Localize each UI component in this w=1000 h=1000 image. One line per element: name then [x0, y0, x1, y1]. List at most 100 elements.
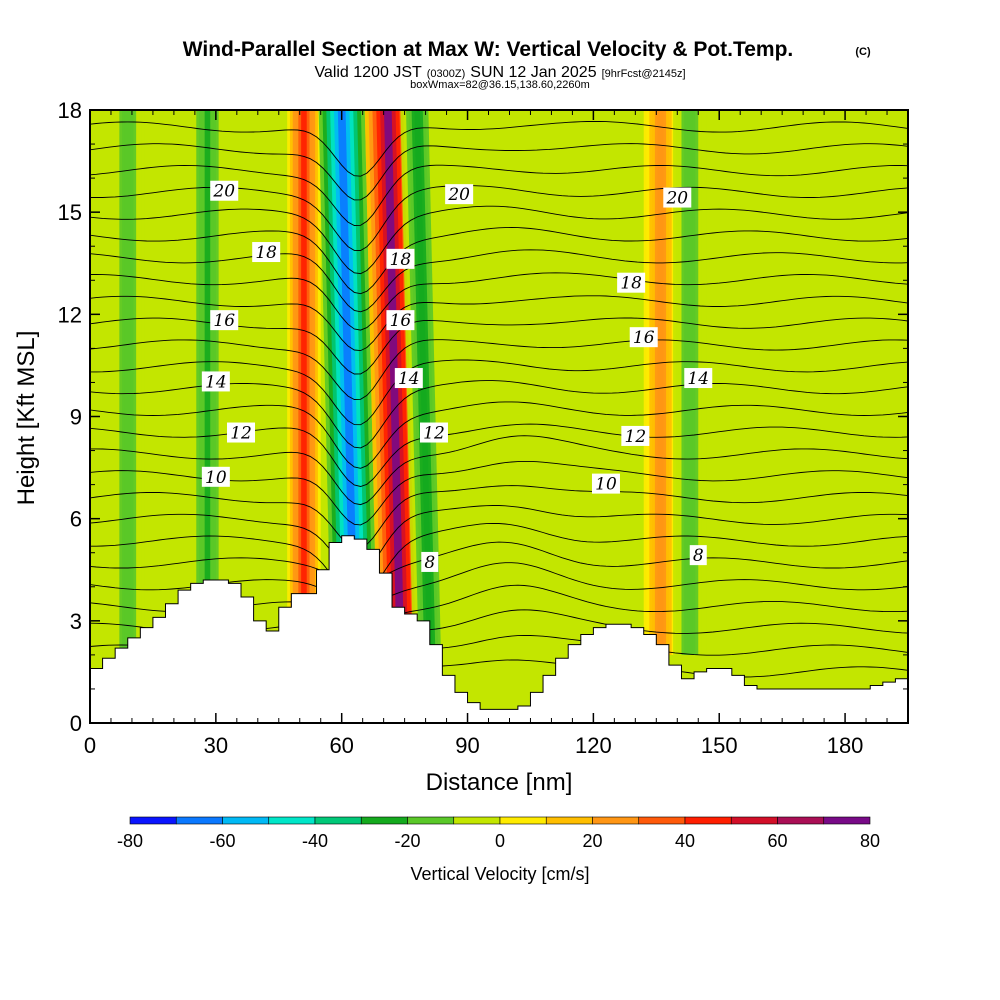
- w-band-6-1: [657, 110, 664, 655]
- theta-contour-25: [90, 121, 908, 177]
- x-tick-label: 180: [827, 733, 864, 758]
- theta-label-bg: [629, 327, 658, 348]
- theta-label-bg: [445, 184, 474, 205]
- theta-label-12: 12: [227, 422, 256, 444]
- theta-label-14: 12: [621, 425, 650, 447]
- theta-label-bg: [386, 310, 415, 331]
- y-tick-label: 3: [70, 609, 82, 634]
- box-max-info: boxWmax=82@36.15,138.60,2260m: [410, 79, 590, 91]
- theta-label-bg: [684, 368, 713, 389]
- x-tick-label: 150: [701, 733, 738, 758]
- colorbar-tick-label: -60: [209, 831, 235, 851]
- velocity-bands: [110, 110, 707, 655]
- colorbar-swatch: [499, 816, 547, 825]
- colorbar-label: Vertical Velocity [cm/s]: [410, 864, 589, 884]
- forecast-info: [9hrFcst@2145z]: [602, 68, 686, 80]
- theta-label-bg: [201, 371, 230, 392]
- colorbar-swatch: [453, 816, 501, 825]
- theta-label-bg: [386, 248, 415, 269]
- theta-label-text: 14: [398, 369, 420, 389]
- theta-label-bg: [591, 473, 620, 494]
- theta-label-bg: [689, 545, 707, 566]
- theta-label-text: 10: [205, 468, 227, 488]
- y-tick-label: 0: [70, 711, 82, 736]
- theta-label-text: 8: [424, 553, 435, 573]
- theta-label-bg: [201, 466, 230, 487]
- y-axis-label: Height [Kft MSL]: [13, 331, 40, 506]
- theta-contour-11: [90, 423, 908, 487]
- w-band-4-1: [383, 110, 405, 655]
- valid-time-line: Valid 1200 JST (0300Z) SUN 12 Jan 2025 [9hr…: [314, 64, 685, 81]
- colorbar-tick-label: -40: [302, 831, 328, 851]
- colorbar-swatch: [684, 816, 732, 825]
- y-tick-label: 15: [58, 200, 82, 225]
- colorbar: -80 -60 -40 -20 0 20 40 60 80: [117, 816, 880, 851]
- colorbar-swatch: [592, 816, 640, 825]
- y-tick-label: 12: [58, 302, 82, 327]
- theta-contour-6: [90, 522, 908, 600]
- x-tick-label: 0: [84, 733, 96, 758]
- theta-contour-20: [90, 227, 908, 295]
- theta-label-3: 18: [252, 242, 281, 263]
- theta-label-bg: [210, 180, 239, 201]
- colorbar-swatch: [545, 816, 593, 825]
- theta-label-text: 16: [390, 311, 412, 331]
- theta-contour-19: [90, 249, 908, 313]
- theta-label-text: 8: [693, 546, 704, 566]
- theta-label-4: 18: [386, 248, 415, 270]
- theta-label-5: 18: [617, 272, 646, 294]
- w-band-2-1: [301, 110, 307, 655]
- theta-label-1: 20: [445, 184, 474, 205]
- colorbar-tick-label: 60: [767, 831, 787, 851]
- theta-label-text: 16: [213, 311, 235, 331]
- theta-label-10: 14: [394, 368, 423, 389]
- y-tick-label: 6: [70, 507, 82, 532]
- theta-label-text: 12: [423, 424, 445, 444]
- theta-label-bg: [663, 187, 692, 208]
- theta-label-bg: [617, 272, 646, 293]
- theta-label-text: 14: [205, 372, 227, 392]
- theta-label-text: 20: [212, 182, 235, 202]
- x-tick-label: 60: [329, 733, 353, 758]
- x-axis-ticks: 0 30 60 90 120 150 180: [84, 110, 888, 758]
- colorbar-swatch: [129, 816, 177, 825]
- theta-contour-21: [90, 205, 908, 275]
- colorbar-tick-label: 80: [860, 831, 880, 851]
- theta-contour-12: [90, 401, 908, 469]
- theta-label-bg: [394, 368, 423, 389]
- theta-label-text: 14: [687, 369, 709, 389]
- colorbar-swatch: [175, 816, 223, 825]
- theta-label-text: 12: [230, 424, 252, 444]
- colorbar-swatch: [360, 816, 408, 825]
- theta-contour-17: [90, 295, 908, 352]
- theta-label-bg: [421, 551, 439, 572]
- colorbar-swatch: [407, 816, 455, 825]
- theta-label-18: 8: [689, 545, 707, 566]
- theta-label-2: 20: [663, 187, 692, 209]
- theta-label-bg: [419, 422, 448, 443]
- y-axis-ticks: 0 3 6 9 12 15 18: [58, 98, 908, 736]
- valid-day: SUN 12 Jan 2025: [470, 64, 596, 81]
- theta-label-text: 18: [390, 250, 412, 270]
- theta-label-15: 10: [201, 466, 230, 488]
- theta-contour-14: [90, 359, 908, 426]
- valid-utc: (0300Z): [427, 68, 466, 80]
- theta-label-text: 18: [255, 243, 277, 263]
- colorbar-tick-label: 20: [582, 831, 602, 851]
- theta-label-9: 14: [201, 371, 230, 392]
- w-band-3-1: [337, 110, 359, 655]
- y-tick-label: 9: [70, 405, 82, 430]
- theta-label-6: 16: [210, 310, 239, 331]
- w-band-5-1: [414, 110, 433, 655]
- x-axis-label: Distance [nm]: [426, 769, 573, 796]
- colorbar-swatch: [730, 816, 778, 825]
- theta-label-13: 12: [419, 422, 448, 444]
- plot-area: 20 20 20 18 18 18 16 16 16 14 14 14 12 12 12 10 10 8 8: [90, 110, 908, 723]
- theta-label-text: 20: [447, 185, 470, 205]
- valid-prefix: Valid 1200 JST: [314, 64, 422, 81]
- colorbar-swatch: [222, 816, 270, 825]
- theta-contour-15: [90, 339, 908, 400]
- colorbar-swatch: [314, 816, 362, 825]
- colorbar-swatch: [777, 816, 825, 825]
- theta-label-text: 16: [633, 328, 655, 348]
